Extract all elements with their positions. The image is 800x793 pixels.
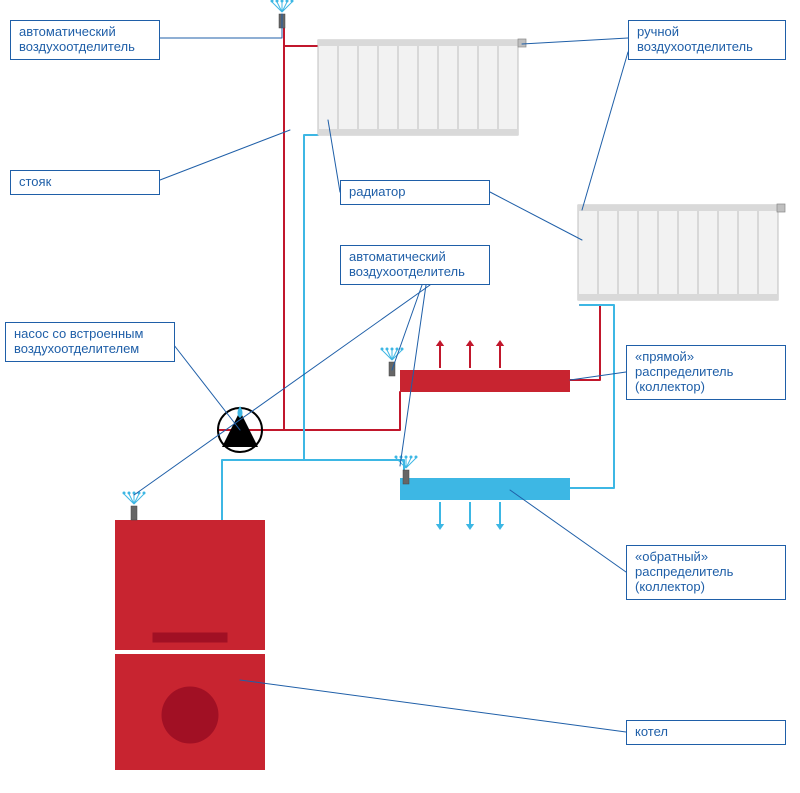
manual-vent-icon: [518, 39, 526, 47]
label-supplyMan: «прямой»распределитель(коллектор): [626, 345, 786, 400]
label-boiler: котел: [626, 720, 786, 745]
air-vent-icon: [123, 492, 146, 521]
radiator: [318, 40, 518, 135]
supply-manifold: [400, 370, 570, 392]
manual-vent-icon: [777, 204, 785, 212]
label-manualVent: ручнойвоздухоотделитель: [628, 20, 786, 60]
label-autoVentMid: автоматическийвоздухоотделитель: [340, 245, 490, 285]
label-autoVentTop: автоматическийвоздухоотделитель: [10, 20, 160, 60]
label-riser: стояк: [10, 170, 160, 195]
radiator: [578, 205, 778, 300]
label-pump: насос со встроеннымвоздухоотделителем: [5, 322, 175, 362]
label-radiator: радиатор: [340, 180, 490, 205]
return-manifold: [400, 478, 570, 500]
boiler: [115, 520, 265, 770]
label-returnMan: «обратный»распределитель(коллектор): [626, 545, 786, 600]
